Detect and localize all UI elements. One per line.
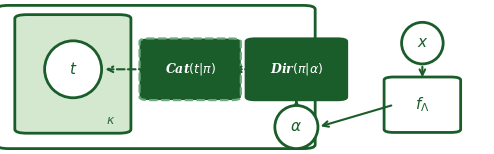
FancyBboxPatch shape xyxy=(15,15,131,133)
Ellipse shape xyxy=(44,41,102,98)
Text: $f_\Lambda$: $f_\Lambda$ xyxy=(415,95,430,114)
Ellipse shape xyxy=(275,105,318,149)
FancyBboxPatch shape xyxy=(246,38,347,100)
FancyBboxPatch shape xyxy=(0,5,315,149)
FancyBboxPatch shape xyxy=(384,77,460,132)
Text: Cat$(t|\pi)$: Cat$(t|\pi)$ xyxy=(165,61,216,77)
FancyBboxPatch shape xyxy=(139,38,241,100)
Text: $x$: $x$ xyxy=(416,36,428,50)
Text: $\kappa$: $\kappa$ xyxy=(107,114,116,127)
Text: Dir$(\pi|\alpha)$: Dir$(\pi|\alpha)$ xyxy=(270,61,323,77)
Ellipse shape xyxy=(402,22,443,64)
Text: $t$: $t$ xyxy=(69,61,78,77)
Text: $\alpha$: $\alpha$ xyxy=(290,120,302,134)
